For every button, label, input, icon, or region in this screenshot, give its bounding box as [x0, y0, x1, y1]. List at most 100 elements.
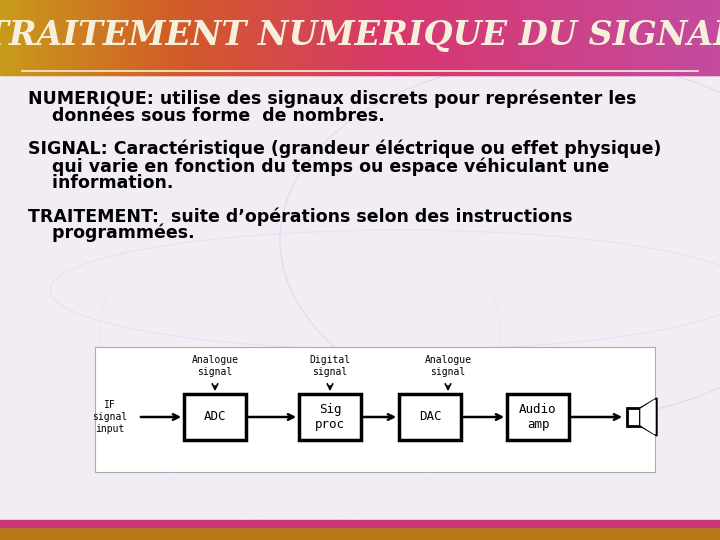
Bar — [619, 0, 623, 75]
Bar — [547, 0, 551, 75]
Bar — [533, 0, 536, 75]
Bar — [264, 0, 267, 75]
Bar — [106, 0, 109, 75]
Bar — [202, 0, 205, 75]
Bar — [646, 0, 649, 75]
Bar — [317, 0, 320, 75]
Bar — [374, 0, 378, 75]
Bar — [178, 0, 181, 75]
Bar — [84, 0, 87, 75]
Bar — [391, 0, 395, 75]
Bar — [593, 0, 596, 75]
Bar — [110, 0, 114, 75]
Bar — [346, 0, 349, 75]
Bar — [302, 0, 306, 75]
FancyBboxPatch shape — [507, 394, 569, 440]
Bar — [605, 0, 608, 75]
Bar — [523, 0, 526, 75]
Bar — [297, 0, 301, 75]
Bar — [252, 0, 256, 75]
Bar — [675, 0, 678, 75]
Bar — [9, 0, 13, 75]
Bar — [17, 0, 20, 75]
Bar — [499, 0, 503, 75]
Bar — [189, 0, 193, 75]
Bar — [631, 0, 634, 75]
Bar — [434, 0, 438, 75]
Bar — [230, 0, 234, 75]
Bar — [502, 0, 505, 75]
Bar — [41, 0, 44, 75]
Bar — [358, 0, 361, 75]
Bar — [31, 0, 35, 75]
Bar — [454, 0, 457, 75]
Bar — [477, 0, 481, 75]
Bar — [247, 0, 251, 75]
Bar — [132, 0, 135, 75]
Bar — [569, 0, 572, 75]
Bar — [209, 0, 212, 75]
Bar — [718, 0, 720, 75]
Bar — [305, 0, 308, 75]
Bar — [535, 0, 539, 75]
Bar — [216, 0, 220, 75]
Bar — [65, 0, 68, 75]
Bar — [657, 0, 661, 75]
Bar — [70, 0, 73, 75]
Bar — [274, 0, 277, 75]
Bar — [214, 0, 217, 75]
Bar — [706, 0, 709, 75]
Bar — [322, 0, 325, 75]
Bar — [667, 0, 670, 75]
Bar — [122, 0, 126, 75]
Bar — [336, 0, 339, 75]
Bar — [449, 0, 452, 75]
Bar — [173, 0, 176, 75]
Bar — [379, 0, 382, 75]
Bar — [444, 0, 447, 75]
Bar — [269, 0, 272, 75]
Bar — [36, 0, 40, 75]
Bar — [571, 0, 575, 75]
Bar — [531, 0, 534, 75]
Bar — [351, 0, 354, 75]
Bar — [142, 0, 145, 75]
Bar — [276, 0, 279, 75]
Bar — [312, 0, 315, 75]
Text: données sous forme  de nombres.: données sous forme de nombres. — [28, 107, 384, 125]
Bar — [353, 0, 356, 75]
Bar — [482, 0, 486, 75]
Bar — [171, 0, 174, 75]
Bar — [108, 0, 112, 75]
Bar — [199, 0, 202, 75]
Bar — [509, 0, 512, 75]
Bar — [617, 0, 620, 75]
Bar — [430, 0, 433, 75]
Bar — [117, 0, 121, 75]
Bar — [425, 0, 428, 75]
Bar — [163, 0, 166, 75]
Bar — [72, 0, 76, 75]
Bar — [528, 0, 531, 75]
Bar — [497, 0, 500, 75]
Bar — [295, 0, 299, 75]
Bar — [221, 0, 224, 75]
Bar — [713, 0, 716, 75]
Bar — [463, 0, 467, 75]
Text: IF
signal
input: IF signal input — [92, 400, 127, 434]
Bar — [598, 0, 601, 75]
Bar — [492, 0, 495, 75]
Bar — [0, 520, 720, 527]
Bar — [682, 0, 685, 75]
Bar — [341, 0, 344, 75]
Bar — [319, 0, 323, 75]
Bar — [67, 0, 71, 75]
Bar — [590, 0, 594, 75]
Bar — [696, 0, 699, 75]
Bar — [468, 0, 472, 75]
Bar — [576, 0, 580, 75]
Bar — [257, 0, 260, 75]
Bar — [185, 0, 188, 75]
Bar — [439, 0, 443, 75]
Bar — [526, 0, 529, 75]
